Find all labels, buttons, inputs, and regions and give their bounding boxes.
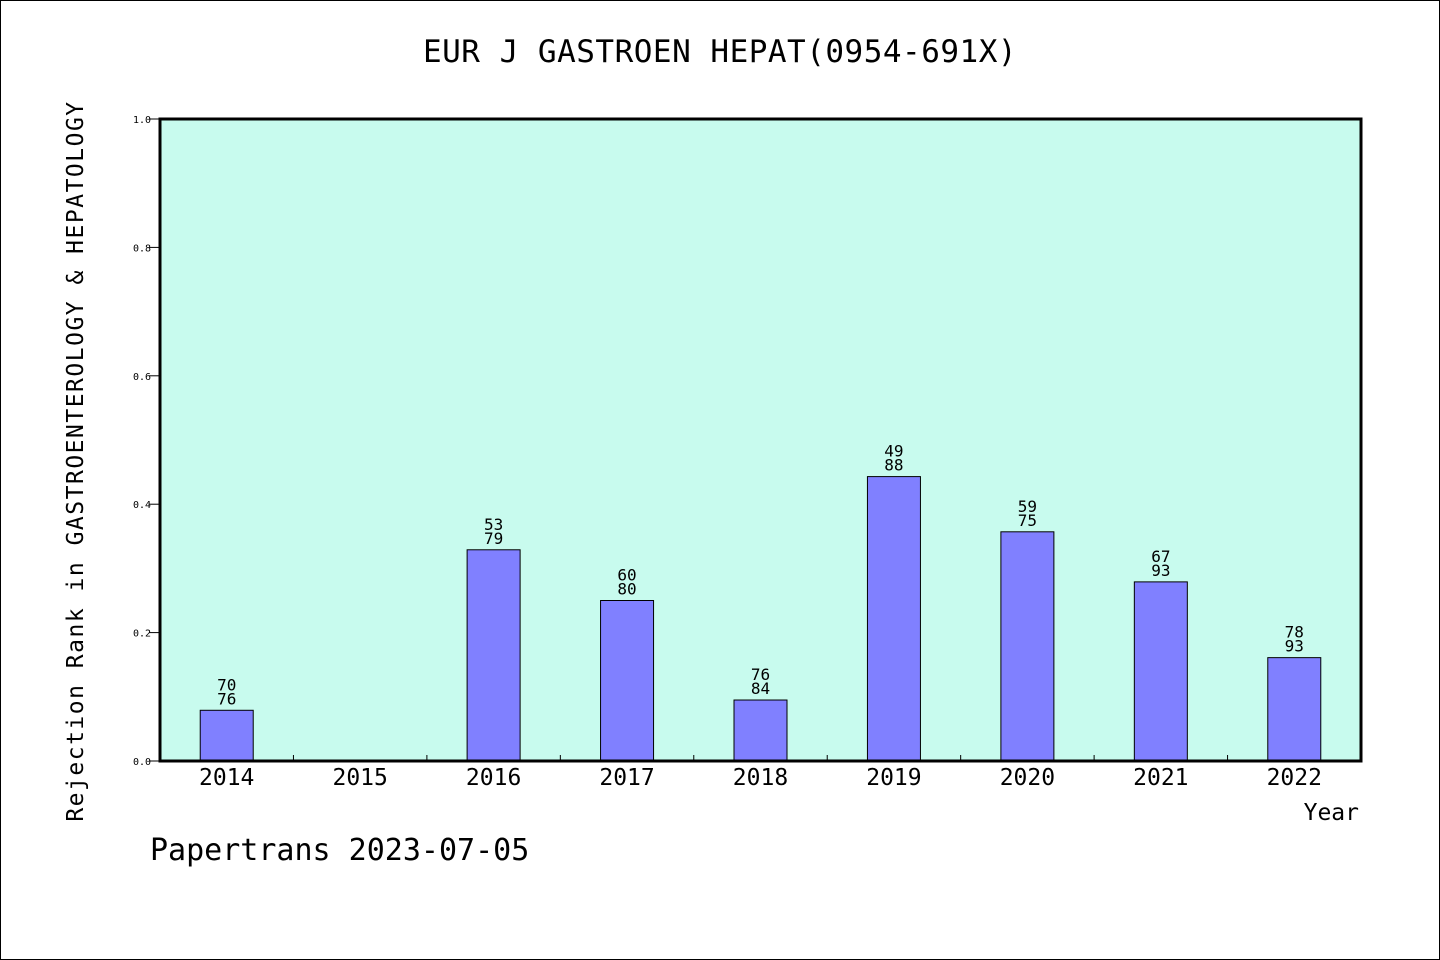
- y-ticks-group: 0.0 0.2 0.4 0.6 0.8 1.0: [133, 115, 160, 768]
- bar-label-top: 53: [484, 515, 503, 534]
- bar: [733, 699, 788, 762]
- bar-label-bottom: 75: [1018, 511, 1037, 530]
- bar: [1000, 531, 1055, 762]
- x-tick-label: 2015: [332, 765, 387, 791]
- x-tick-label: 2016: [466, 765, 521, 791]
- y-tick-label: 1.0: [133, 115, 151, 126]
- bar-label-top: 76: [751, 665, 770, 684]
- bar: [199, 709, 254, 762]
- bar-label-bottom: 76: [217, 689, 236, 708]
- bar-label-bottom: 80: [617, 580, 636, 599]
- x-tick-label: 2020: [1000, 765, 1055, 791]
- y-tick-label: 0.2: [133, 629, 151, 640]
- x-tick-label: 2014: [199, 765, 254, 791]
- bar-label-bottom: 79: [484, 529, 503, 548]
- bar: [1267, 657, 1322, 762]
- bar: [466, 549, 521, 762]
- y-tick-label: 0.0: [133, 757, 151, 768]
- bar-label-bottom: 84: [751, 679, 770, 698]
- bar-label-top: 60: [617, 566, 636, 585]
- bar-label-bottom: 88: [884, 456, 903, 475]
- y-tick-label: 0.8: [133, 243, 151, 254]
- x-tick-label: 2018: [733, 765, 788, 791]
- y-tick-label: 0.6: [133, 372, 151, 383]
- chart-title: EUR J GASTROEN HEPAT(0954-691X): [422, 34, 1018, 70]
- bar-label-top: 59: [1018, 497, 1037, 516]
- y-tick-label: 0.4: [133, 500, 151, 511]
- bar: [1133, 581, 1188, 762]
- x-ticks-group: 2014 2015 2016 2017 2018 2019 2020 2021 2022: [199, 755, 1322, 791]
- x-axis-label: Year: [1304, 800, 1359, 826]
- bar: [866, 476, 921, 762]
- x-tick-label: 2021: [1133, 765, 1188, 791]
- bar-label-top: 70: [217, 675, 236, 694]
- bar-label-bottom: 93: [1285, 637, 1304, 656]
- bar-label-bottom: 93: [1151, 561, 1170, 580]
- bar: [600, 600, 655, 762]
- bar-label-top: 67: [1151, 547, 1170, 566]
- footer-credit: Papertrans 2023-07-05: [150, 833, 530, 868]
- x-tick-label: 2019: [866, 765, 921, 791]
- plot-border: [158, 117, 1363, 763]
- bar-label-top: 78: [1285, 623, 1304, 642]
- x-tick-label: 2017: [599, 765, 654, 791]
- x-tick-label: 2022: [1267, 765, 1322, 791]
- bar-label-top: 49: [884, 442, 903, 461]
